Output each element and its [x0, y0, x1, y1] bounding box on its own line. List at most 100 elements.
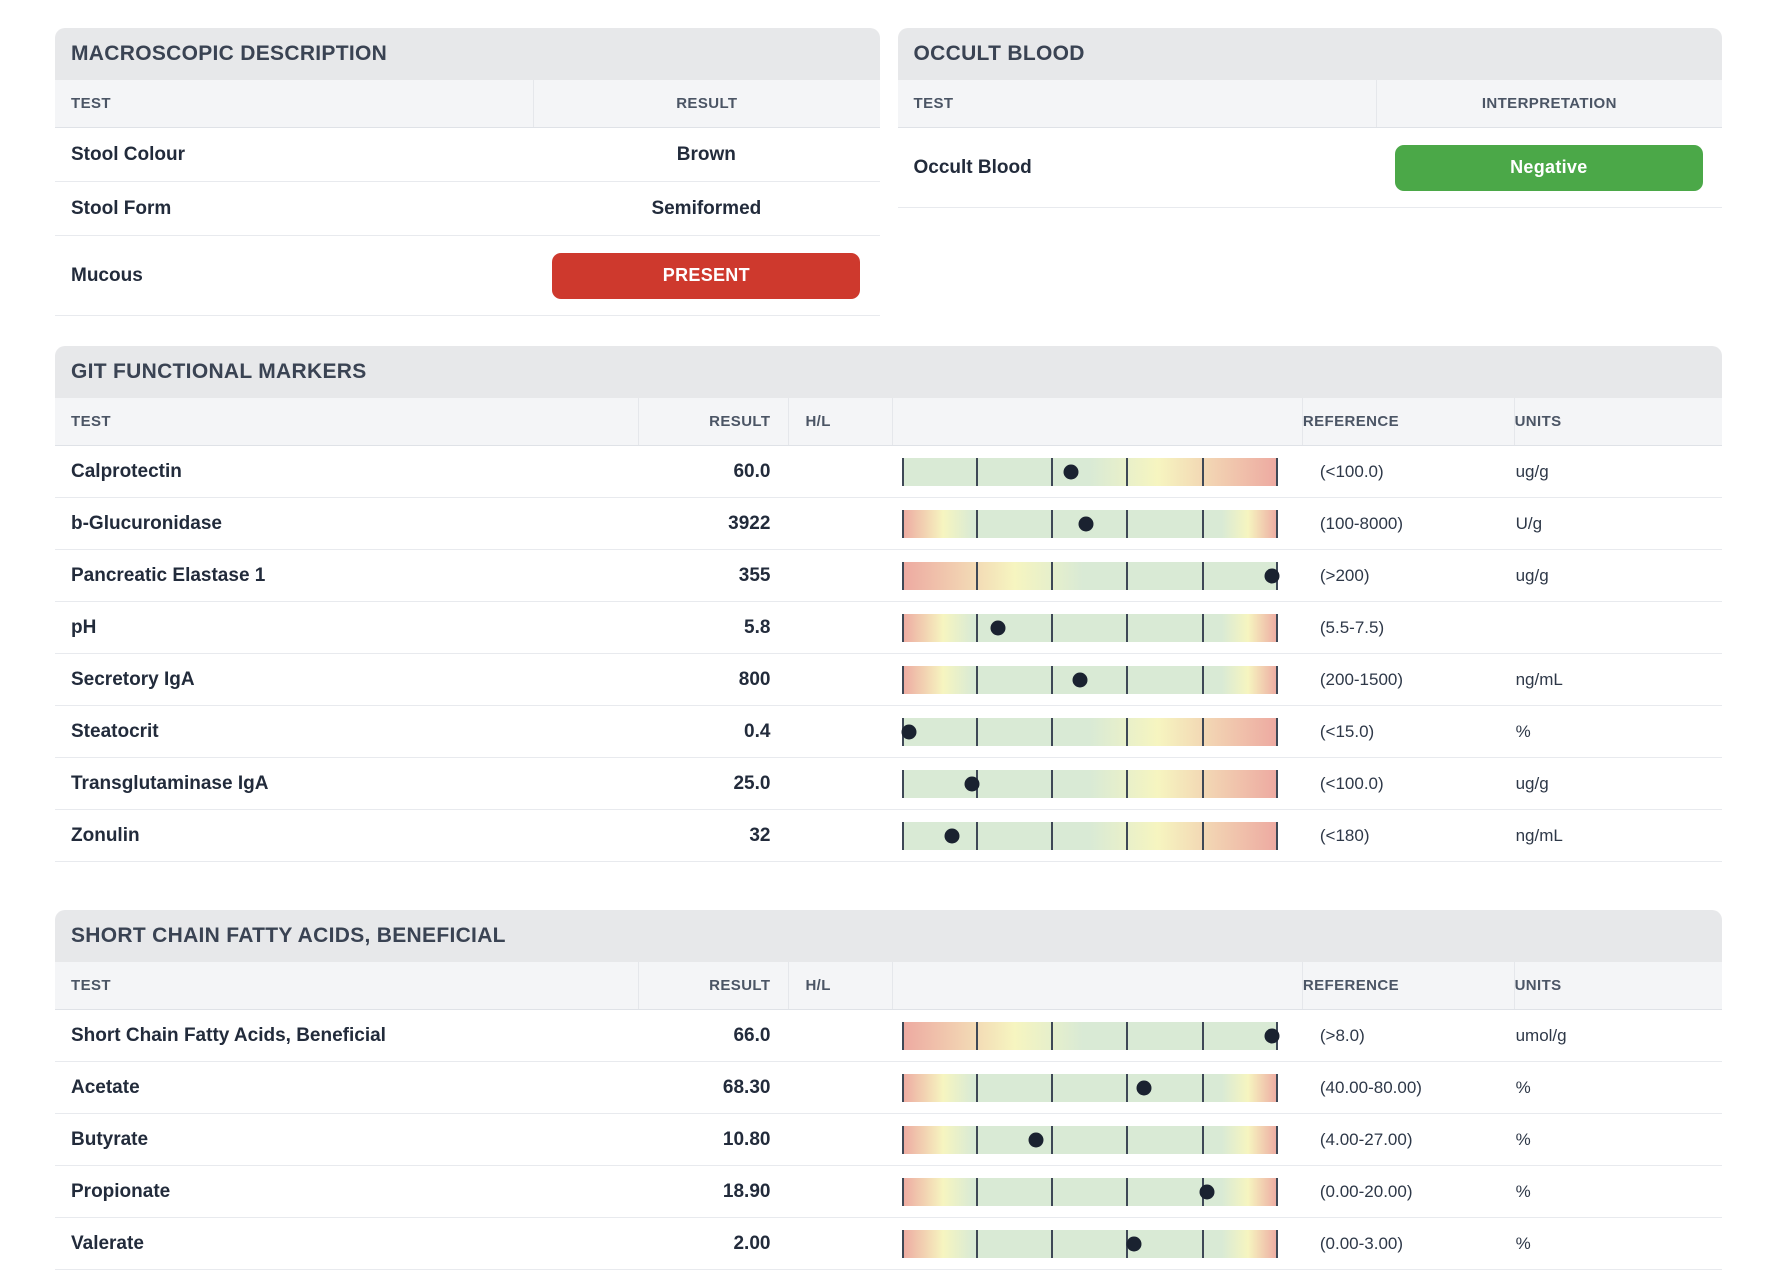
units: ng/mL: [1514, 670, 1722, 690]
column-header-row: TEST RESULT H/L REFERENCE UNITS: [55, 398, 1722, 446]
result-value: 25.0: [638, 773, 788, 795]
table-row: pH 5.8 (5.5-7.5): [55, 602, 1722, 654]
column-header-test: TEST: [55, 398, 638, 445]
result-value: 10.80: [638, 1129, 788, 1151]
scale-tick: [902, 822, 904, 850]
scale-tick: [1126, 614, 1128, 642]
scale-tick: [902, 614, 904, 642]
reference-range: (100-8000): [1302, 514, 1514, 534]
scale-tick: [1051, 1178, 1053, 1206]
result-marker-dot: [1126, 1236, 1141, 1251]
section-title: SHORT CHAIN FATTY ACIDS, BENEFICIAL: [55, 910, 1722, 962]
scale-tick: [1276, 1074, 1278, 1102]
column-header-units: UNITS: [1514, 962, 1722, 1009]
result-cell: Brown: [533, 128, 879, 181]
scale-tick: [1051, 822, 1053, 850]
reference-range: (200-1500): [1302, 670, 1514, 690]
test-name: pH: [55, 617, 638, 639]
scale-tick: [1202, 1230, 1204, 1258]
result-marker-dot: [1265, 568, 1280, 583]
reference-bar-cell: [892, 654, 1302, 705]
column-header-hl: H/L: [788, 398, 891, 445]
units: %: [1514, 1182, 1722, 1202]
test-name: Stool Form: [55, 198, 533, 220]
result-marker-dot: [1064, 464, 1079, 479]
result-value: 800: [638, 669, 788, 691]
table-row: Secretory IgA 800 (200-1500) ng/mL: [55, 654, 1722, 706]
result-cell: PRESENT: [533, 236, 879, 315]
scale-tick: [976, 1022, 978, 1050]
result-value: 5.8: [638, 617, 788, 639]
column-header-units: UNITS: [1514, 398, 1722, 445]
scale-tick: [902, 1074, 904, 1102]
marker-section: GIT FUNCTIONAL MARKERS TEST RESULT H/L R…: [55, 346, 1722, 862]
reference-bar-cell: [892, 810, 1302, 861]
scale-tick: [1051, 562, 1053, 590]
reference-bar-cell: [892, 1062, 1302, 1113]
scale-tick: [976, 1230, 978, 1258]
reference-range: (40.00-80.00): [1302, 1078, 1514, 1098]
column-header-reference: REFERENCE: [1302, 962, 1514, 1009]
column-header-row: TEST INTERPRETATION: [898, 80, 1723, 128]
test-name: Secretory IgA: [55, 669, 638, 691]
units: umol/g: [1514, 1026, 1722, 1046]
reference-range: (<180): [1302, 826, 1514, 846]
scale-tick: [976, 666, 978, 694]
result-value: Semiformed: [651, 198, 761, 220]
test-name: b-Glucuronidase: [55, 513, 638, 535]
reference-bar-cell: [892, 1114, 1302, 1165]
scale-tick: [1276, 718, 1278, 746]
column-header-bar-spacer: [892, 398, 1302, 445]
result-marker-dot: [944, 828, 959, 843]
result-marker-dot: [902, 724, 917, 739]
scale-tick: [1126, 770, 1128, 798]
units: %: [1514, 722, 1722, 742]
scale-tick: [1051, 1126, 1053, 1154]
scale-tick: [1051, 458, 1053, 486]
table-row: Short Chain Fatty Acids, Beneficial 66.0…: [55, 1010, 1722, 1062]
table-row: Pancreatic Elastase 1 355 (>200) ug/g: [55, 550, 1722, 602]
marker-sections-container: GIT FUNCTIONAL MARKERS TEST RESULT H/L R…: [55, 346, 1722, 1270]
units: %: [1514, 1130, 1722, 1150]
scale-tick: [902, 1178, 904, 1206]
scale-tick: [976, 822, 978, 850]
reference-range-bar: [902, 1022, 1278, 1050]
reference-range-bar: [902, 1074, 1278, 1102]
reference-range-bar: [902, 770, 1278, 798]
table-row: Stool Form Semiformed: [55, 182, 880, 236]
result-badge: PRESENT: [552, 253, 860, 299]
scale-tick: [1202, 510, 1204, 538]
reference-bar-cell: [892, 1010, 1302, 1061]
result-marker-dot: [1078, 516, 1093, 531]
table-row: Calprotectin 60.0 (<100.0) ug/g: [55, 446, 1722, 498]
result-value: 3922: [638, 513, 788, 535]
scale-tick: [1202, 666, 1204, 694]
section-title: GIT FUNCTIONAL MARKERS: [55, 346, 1722, 398]
scale-tick: [1051, 1074, 1053, 1102]
reference-bar-cell: [892, 1166, 1302, 1217]
units: U/g: [1514, 514, 1722, 534]
column-header-bar-spacer: [892, 962, 1302, 1009]
scale-tick: [1126, 562, 1128, 590]
scale-tick: [1276, 458, 1278, 486]
result-marker-dot: [1137, 1080, 1152, 1095]
units: ng/mL: [1514, 826, 1722, 846]
scale-tick: [1202, 718, 1204, 746]
result-marker-dot: [1029, 1132, 1044, 1147]
table-row: Mucous PRESENT: [55, 236, 880, 316]
test-name: Propionate: [55, 1181, 638, 1203]
reference-range: (<100.0): [1302, 774, 1514, 794]
units: ug/g: [1514, 566, 1722, 586]
scale-tick: [902, 770, 904, 798]
table-body: Calprotectin 60.0 (<100.0) ug/g b-Glucur…: [55, 446, 1722, 862]
reference-bar-cell: [892, 602, 1302, 653]
column-header-result: RESULT: [638, 962, 788, 1009]
reference-range-bar: [902, 1126, 1278, 1154]
scale-tick: [902, 666, 904, 694]
units: %: [1514, 1078, 1722, 1098]
scale-tick: [1202, 770, 1204, 798]
scale-tick: [1276, 666, 1278, 694]
reference-range: (4.00-27.00): [1302, 1130, 1514, 1150]
top-sections-row: MACROSCOPIC DESCRIPTION TEST RESULT Stoo…: [55, 28, 1722, 316]
units: ug/g: [1514, 774, 1722, 794]
